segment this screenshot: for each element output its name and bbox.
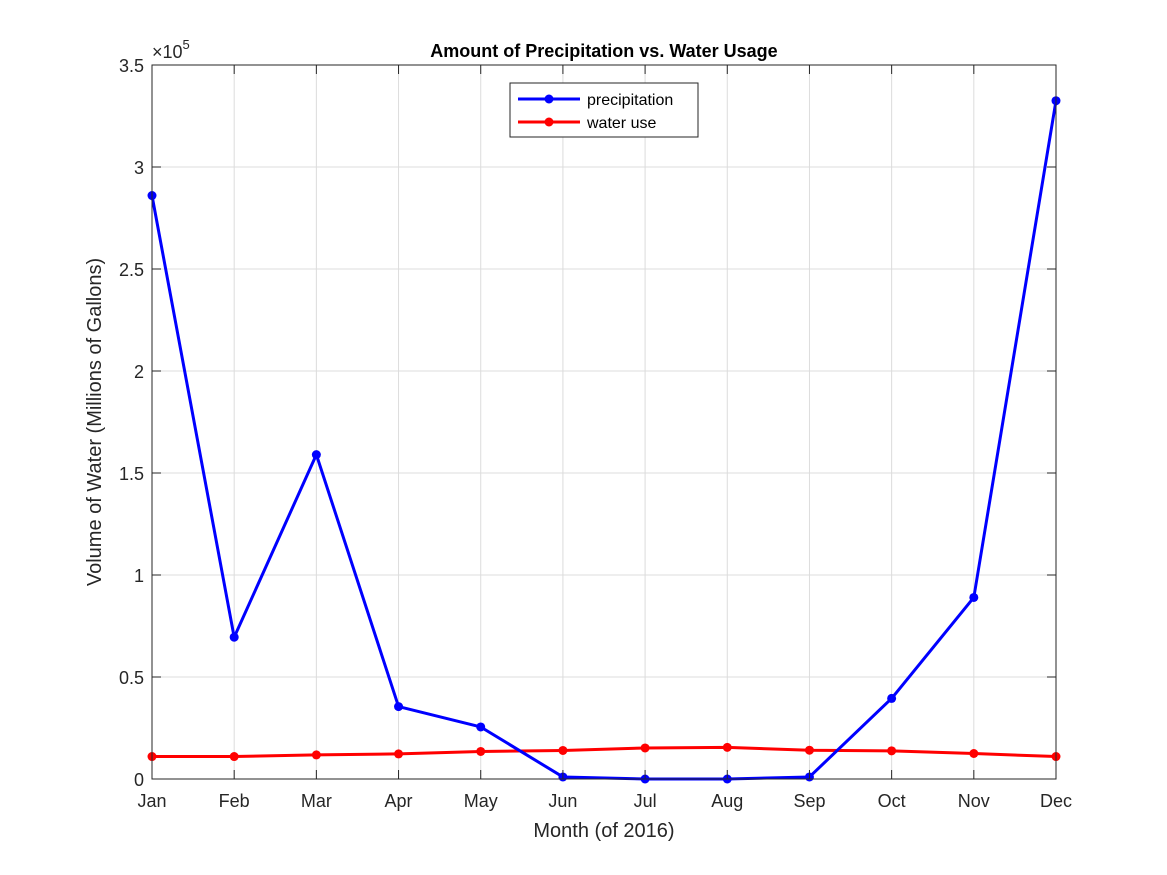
x-tick-label: Oct bbox=[878, 791, 906, 811]
x-tick-label: Jun bbox=[548, 791, 577, 811]
x-axis-label: Month (of 2016) bbox=[533, 820, 674, 842]
x-tick-label: Nov bbox=[958, 791, 990, 811]
y-exponent-label: ×105 bbox=[152, 37, 190, 62]
y-tick-label: 3 bbox=[134, 158, 144, 178]
series-precipitation bbox=[147, 96, 1061, 784]
y-tick-label: 0 bbox=[134, 770, 144, 790]
data-point bbox=[722, 742, 732, 752]
chart-title: Amount of Precipitation vs. Water Usage bbox=[430, 41, 777, 61]
legend-label: precipitation bbox=[587, 92, 673, 109]
x-tick-label: Dec bbox=[1040, 791, 1072, 811]
y-tick-label: 1.5 bbox=[119, 464, 144, 484]
y-axis-label: Volume of Water (Millions of Gallons) bbox=[84, 258, 106, 586]
x-tick-label: Jan bbox=[137, 791, 166, 811]
data-point bbox=[887, 693, 897, 703]
data-point bbox=[558, 745, 568, 755]
data-point bbox=[394, 749, 404, 759]
legend-marker bbox=[544, 117, 554, 127]
x-tick-label: Mar bbox=[301, 791, 332, 811]
data-point bbox=[311, 450, 321, 460]
legend-label: water use bbox=[586, 115, 656, 132]
data-point bbox=[969, 592, 979, 602]
axes-box bbox=[151, 64, 1057, 780]
exponent-base: ×10 bbox=[152, 42, 183, 62]
y-tick-labels: 0 0.5 1 1.5 2 2.5 3 3.5 bbox=[119, 56, 144, 790]
x-tick-label: Aug bbox=[711, 791, 743, 811]
y-tick-label: 0.5 bbox=[119, 668, 144, 688]
series-line bbox=[152, 745, 1057, 759]
x-tick-label: Jul bbox=[634, 791, 657, 811]
series-group bbox=[147, 96, 1061, 784]
data-point bbox=[640, 743, 650, 753]
exponent-power: 5 bbox=[183, 37, 190, 52]
y-tick-label: 3.5 bbox=[119, 56, 144, 76]
data-point bbox=[476, 722, 486, 732]
y-tick-label: 2 bbox=[134, 362, 144, 382]
x-tick-label: Apr bbox=[385, 791, 413, 811]
grid-lines bbox=[151, 64, 1057, 780]
x-tick-label: Sep bbox=[793, 791, 825, 811]
tick-marks bbox=[151, 64, 1057, 780]
legend-marker bbox=[544, 94, 554, 104]
series-water-use bbox=[147, 742, 1061, 762]
data-point bbox=[394, 702, 404, 712]
x-tick-labels: Jan Feb Mar Apr May Jun Jul Aug Sep Oct Nov Dec bbox=[137, 791, 1072, 811]
data-point bbox=[969, 749, 979, 758]
data-point bbox=[229, 632, 239, 642]
x-tick-label: Feb bbox=[219, 791, 250, 811]
data-point bbox=[887, 746, 897, 756]
data-point bbox=[804, 745, 814, 755]
data-point bbox=[229, 752, 239, 762]
y-tick-label: 1 bbox=[134, 566, 144, 586]
data-point bbox=[476, 746, 486, 756]
legend-box bbox=[509, 82, 699, 138]
series-line bbox=[150, 100, 1058, 781]
data-point bbox=[311, 750, 321, 760]
y-tick-label: 2.5 bbox=[119, 260, 144, 280]
x-tick-label: May bbox=[464, 791, 498, 811]
legend: precipitation water use bbox=[509, 82, 699, 138]
